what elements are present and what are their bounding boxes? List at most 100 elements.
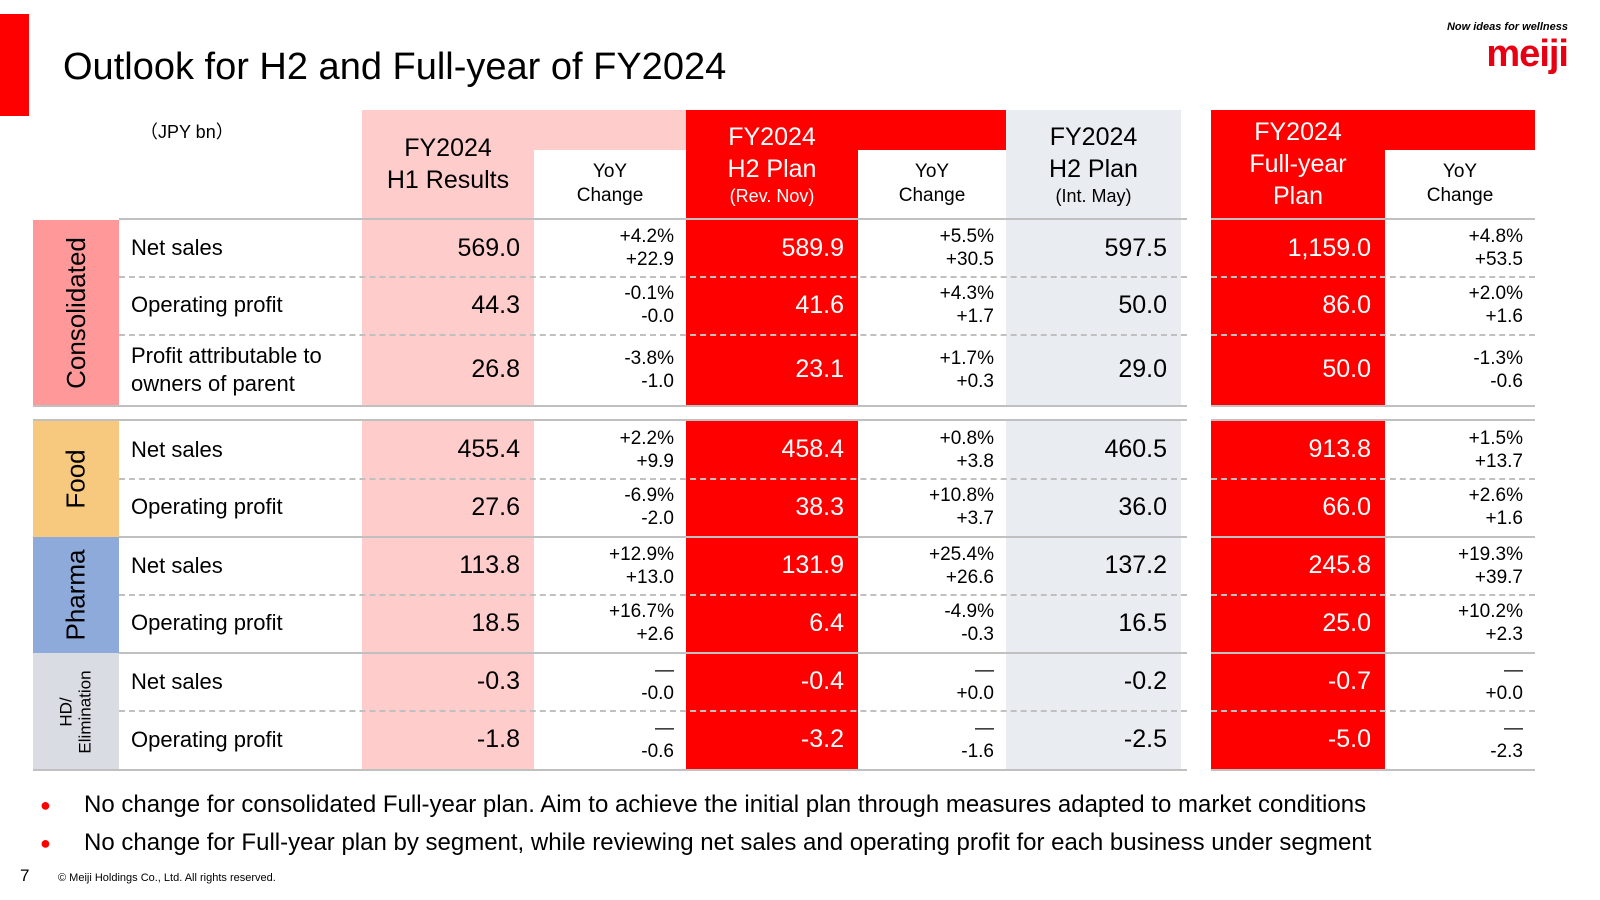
h2-yoy-cell: -4.9% -0.3 bbox=[858, 594, 1006, 652]
h1-yoy-cell: +2.2% +9.9 bbox=[534, 421, 686, 478]
yoy-amount: +1.6 bbox=[1485, 306, 1523, 327]
h2-initial-value: 460.5 bbox=[1104, 435, 1167, 463]
bullet-dot-icon: ● bbox=[40, 833, 51, 853]
header-h2int-line2: H2 Plan bbox=[1049, 155, 1138, 183]
fy-plan-value: -0.7 bbox=[1327, 667, 1371, 695]
h1-value: 27.6 bbox=[471, 492, 520, 521]
table-rule bbox=[119, 218, 1187, 220]
h1-value: -1.8 bbox=[476, 725, 520, 753]
header-h1-line1: FY2024 bbox=[404, 134, 492, 162]
fy-plan-value: 245.8 bbox=[1308, 551, 1371, 579]
h1-value: 26.8 bbox=[471, 355, 520, 383]
table-rule bbox=[1211, 334, 1535, 336]
yoy-percent: -0.1% bbox=[624, 283, 674, 304]
h2-yoy-cell: +0.8% +3.8 bbox=[858, 421, 1006, 478]
h2-plan-value: 41.6 bbox=[795, 290, 844, 319]
table-rule bbox=[1211, 710, 1535, 712]
fy-plan-value: 913.8 bbox=[1308, 435, 1371, 463]
table-rule bbox=[119, 652, 1187, 654]
fy-column-bg bbox=[1211, 220, 1385, 405]
yoy-amount: +9.9 bbox=[636, 450, 674, 472]
header-h1-line2: H1 Results bbox=[386, 166, 510, 194]
h2-plan-value: 23.1 bbox=[795, 355, 844, 383]
fy-yoy-cell: +10.2% +2.3 bbox=[1385, 594, 1535, 652]
header-fy-yoy: YoY Change bbox=[1385, 150, 1535, 218]
table-rule bbox=[1211, 419, 1535, 421]
header-h2-band bbox=[858, 110, 1006, 150]
yoy-percent: +2.0% bbox=[1468, 283, 1523, 304]
yoy-amount: +1.6 bbox=[1485, 508, 1523, 529]
h1-yoy-cell: -0.1% -0.0 bbox=[534, 276, 686, 334]
fy-yoy-cell: +1.5% +13.7 bbox=[1385, 421, 1535, 478]
yoy-amount: -2.3 bbox=[1490, 740, 1523, 762]
header-fy-line1: FY2024 bbox=[1254, 118, 1342, 146]
yoy-percent: -6.9% bbox=[624, 485, 674, 506]
fy-plan-value: 1,159.0 bbox=[1287, 233, 1371, 262]
logo-tagline: Now ideas for wellness bbox=[1446, 21, 1568, 33]
fy-plan-value: 66.0 bbox=[1322, 492, 1371, 521]
h1-value: 113.8 bbox=[459, 551, 520, 579]
h2-yoy-cell: — +0.0 bbox=[858, 653, 1006, 710]
yoy-amount: +26.6 bbox=[945, 566, 994, 588]
h1-yoy-cell: -3.8% -1.0 bbox=[534, 334, 686, 405]
h2int-column-bg bbox=[1006, 220, 1181, 405]
h2-initial-value: 597.5 bbox=[1104, 233, 1167, 262]
copyright: © Meiji Holdings Co., Ltd. All rights re… bbox=[58, 872, 276, 884]
fy-yoy-cell: +19.3% +39.7 bbox=[1385, 537, 1535, 594]
segment-consolidated-label: Consolidated bbox=[61, 236, 91, 389]
header-h2int-line1: FY2024 bbox=[1049, 123, 1138, 151]
yoy-amount: +30.5 bbox=[945, 249, 994, 270]
yoy-percent: -3.8% bbox=[624, 347, 674, 369]
header-h1-results: FY2024 H1 Results bbox=[362, 110, 534, 218]
fy-yoy-cell: -1.3% -0.6 bbox=[1385, 334, 1535, 405]
h2-initial-value: -2.5 bbox=[1123, 725, 1167, 753]
fy-plan-value: 50.0 bbox=[1322, 355, 1371, 383]
table-rule bbox=[119, 536, 1187, 538]
h2-yoy-cell: +10.8% +3.7 bbox=[858, 478, 1006, 536]
yoy-amount: +53.5 bbox=[1474, 249, 1523, 270]
table-rule bbox=[119, 594, 1187, 596]
h2-yoy-cell: +1.7% +0.3 bbox=[858, 334, 1006, 405]
yoy-amount: -0.0 bbox=[641, 682, 674, 704]
header-h2rev-line3: (Rev. Nov) bbox=[729, 186, 815, 206]
header-h2-yoy: YoY Change bbox=[858, 150, 1006, 218]
bullet-item: ● No change for Full-year plan by segmen… bbox=[40, 828, 1371, 858]
page-number: 7 bbox=[20, 866, 30, 885]
page-title: Outlook for H2 and Full-year of FY2024 bbox=[63, 46, 727, 88]
header-yoy-line1: YoY bbox=[592, 161, 628, 182]
yoy-percent: +2.2% bbox=[619, 427, 674, 449]
segment-pharma: Pharma bbox=[33, 537, 119, 653]
fy-yoy-cell: +2.6% +1.6 bbox=[1385, 478, 1535, 536]
h2-column-bg bbox=[686, 220, 858, 405]
yoy-amount: +1.7 bbox=[956, 306, 994, 327]
segment-hd-elimination: HD/ Elimination bbox=[33, 653, 119, 770]
h2-plan-value: 131.9 bbox=[781, 551, 844, 579]
yoy-percent: +4.8% bbox=[1468, 226, 1523, 247]
header-yoy-line1: YoY bbox=[914, 161, 950, 182]
h2-plan-value: 6.4 bbox=[809, 608, 844, 637]
h2-plan-value: 458.4 bbox=[781, 435, 844, 463]
h1-yoy-cell: +12.9% +13.0 bbox=[534, 537, 686, 594]
yoy-percent: +1.5% bbox=[1468, 427, 1523, 449]
yoy-amount: +3.7 bbox=[956, 508, 994, 529]
yoy-amount: -1.0 bbox=[641, 370, 674, 392]
yoy-amount: -0.6 bbox=[1490, 370, 1523, 392]
h1-value: 455.4 bbox=[457, 435, 520, 463]
segment-hd-line1: HD/ bbox=[57, 696, 76, 727]
h1-value: 569.0 bbox=[457, 233, 520, 262]
yoy-percent: +0.8% bbox=[939, 427, 994, 449]
fy-yoy-cell: — -2.3 bbox=[1385, 710, 1535, 769]
segment-hd-label: HD/ Elimination bbox=[57, 670, 95, 753]
yoy-percent: — bbox=[655, 717, 674, 739]
yoy-percent: +5.5% bbox=[939, 226, 994, 247]
h2-yoy-cell: +5.5% +30.5 bbox=[858, 220, 1006, 276]
fy-yoy-cell: +2.0% +1.6 bbox=[1385, 276, 1535, 334]
header-fy-plan: FY2024 Full-year Plan bbox=[1211, 110, 1385, 218]
yoy-amount: +13.7 bbox=[1474, 450, 1523, 472]
h1-column-bg bbox=[362, 220, 534, 405]
h2-plan-value: 38.3 bbox=[795, 492, 844, 521]
title-accent-bar bbox=[0, 14, 29, 116]
yoy-percent: +16.7% bbox=[609, 601, 674, 622]
table-rule bbox=[1211, 405, 1535, 407]
h2-initial-value: 137.2 bbox=[1104, 551, 1167, 579]
